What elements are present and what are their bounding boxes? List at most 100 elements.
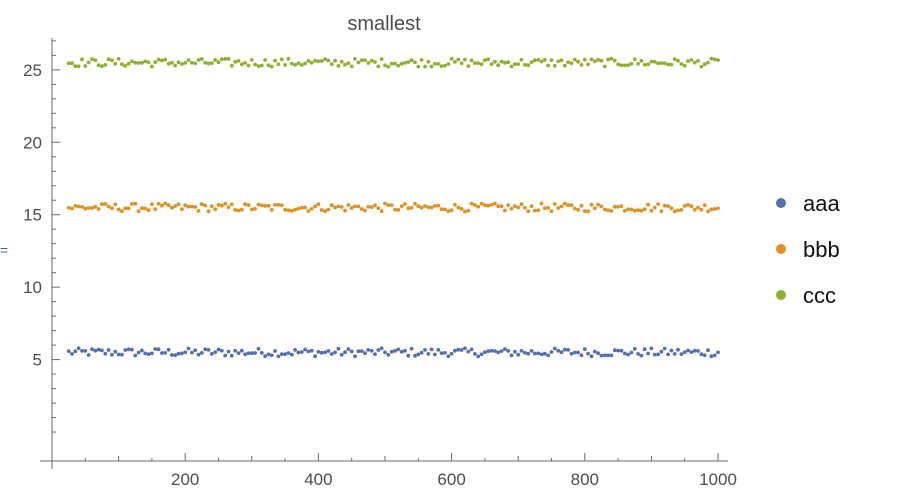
point-aaa xyxy=(279,352,284,356)
point-ccc xyxy=(632,57,637,62)
point-aaa xyxy=(523,350,527,355)
point-ccc xyxy=(479,62,484,67)
point-bbb xyxy=(173,204,178,209)
point-bbb xyxy=(526,209,531,214)
point-aaa xyxy=(619,348,624,353)
point-bbb xyxy=(363,208,367,213)
point-ccc xyxy=(646,62,650,67)
point-bbb xyxy=(233,208,238,212)
point-bbb xyxy=(373,203,377,208)
point-ccc xyxy=(542,58,547,62)
point-ccc xyxy=(489,62,494,66)
point-ccc xyxy=(466,64,471,68)
point-bbb xyxy=(283,207,287,212)
point-aaa xyxy=(552,346,557,351)
point-ccc xyxy=(526,63,531,68)
point-aaa xyxy=(259,351,264,355)
point-bbb xyxy=(353,204,357,209)
point-aaa xyxy=(572,350,577,355)
point-ccc xyxy=(426,59,431,64)
point-ccc xyxy=(379,57,384,61)
point-aaa xyxy=(113,349,118,354)
point-bbb xyxy=(126,206,131,211)
point-ccc xyxy=(83,64,88,68)
point-aaa xyxy=(459,348,464,352)
point-ccc xyxy=(503,60,507,65)
point-bbb xyxy=(309,207,314,211)
point-bbb xyxy=(193,205,198,209)
point-bbb xyxy=(529,204,534,209)
point-aaa xyxy=(529,349,534,353)
point-aaa xyxy=(293,348,297,352)
point-aaa xyxy=(156,347,161,352)
point-bbb xyxy=(279,203,284,208)
point-bbb xyxy=(652,205,657,210)
point-bbb xyxy=(286,208,291,213)
point-ccc xyxy=(209,61,214,66)
point-ccc xyxy=(499,59,504,64)
point-bbb xyxy=(539,201,544,206)
point-ccc xyxy=(276,62,281,67)
point-ccc xyxy=(170,60,174,65)
point-ccc xyxy=(599,58,604,63)
point-bbb xyxy=(516,205,521,210)
point-bbb xyxy=(329,203,334,208)
point-ccc xyxy=(592,59,597,64)
point-ccc xyxy=(289,61,294,66)
point-aaa xyxy=(209,352,214,356)
point-bbb xyxy=(576,207,580,212)
point-bbb xyxy=(273,202,277,207)
point-aaa xyxy=(419,350,424,355)
point-ccc xyxy=(409,58,414,63)
point-bbb xyxy=(336,204,341,209)
point-ccc xyxy=(130,59,134,64)
point-bbb xyxy=(140,206,144,211)
point-bbb xyxy=(359,207,364,211)
point-ccc xyxy=(86,60,91,65)
point-bbb xyxy=(532,208,537,213)
point-aaa xyxy=(186,346,191,351)
point-bbb xyxy=(473,203,477,207)
point-ccc xyxy=(146,60,151,65)
point-aaa xyxy=(473,352,477,356)
point-aaa xyxy=(226,349,231,354)
point-aaa xyxy=(423,348,427,352)
point-aaa xyxy=(546,353,551,358)
point-bbb xyxy=(596,202,600,207)
point-bbb xyxy=(453,202,457,207)
point-ccc xyxy=(329,62,334,66)
point-aaa xyxy=(699,352,704,357)
point-aaa xyxy=(366,348,371,352)
point-ccc xyxy=(116,57,121,61)
point-ccc xyxy=(629,61,634,66)
point-aaa xyxy=(716,350,720,355)
point-ccc xyxy=(339,59,344,64)
point-bbb xyxy=(229,202,234,207)
point-bbb xyxy=(702,203,707,208)
point-aaa xyxy=(659,349,664,354)
point-bbb xyxy=(599,204,604,209)
point-aaa xyxy=(190,350,194,355)
point-aaa xyxy=(70,352,74,356)
point-aaa xyxy=(586,351,590,356)
point-aaa xyxy=(649,346,654,351)
point-aaa xyxy=(339,352,344,357)
point-bbb xyxy=(123,206,128,211)
point-aaa xyxy=(602,353,607,358)
point-aaa xyxy=(569,351,574,356)
point-ccc xyxy=(143,59,148,64)
point-bbb xyxy=(416,204,421,209)
point-aaa xyxy=(616,348,620,353)
point-bbb xyxy=(459,207,464,211)
point-aaa xyxy=(239,348,244,353)
point-ccc xyxy=(456,57,461,62)
point-aaa xyxy=(143,351,148,356)
point-ccc xyxy=(186,58,191,62)
point-aaa xyxy=(562,347,567,352)
point-bbb xyxy=(389,203,394,208)
point-ccc xyxy=(363,58,367,62)
point-aaa xyxy=(612,348,617,353)
point-bbb xyxy=(572,206,577,211)
point-aaa xyxy=(73,349,78,354)
point-ccc xyxy=(709,56,714,61)
